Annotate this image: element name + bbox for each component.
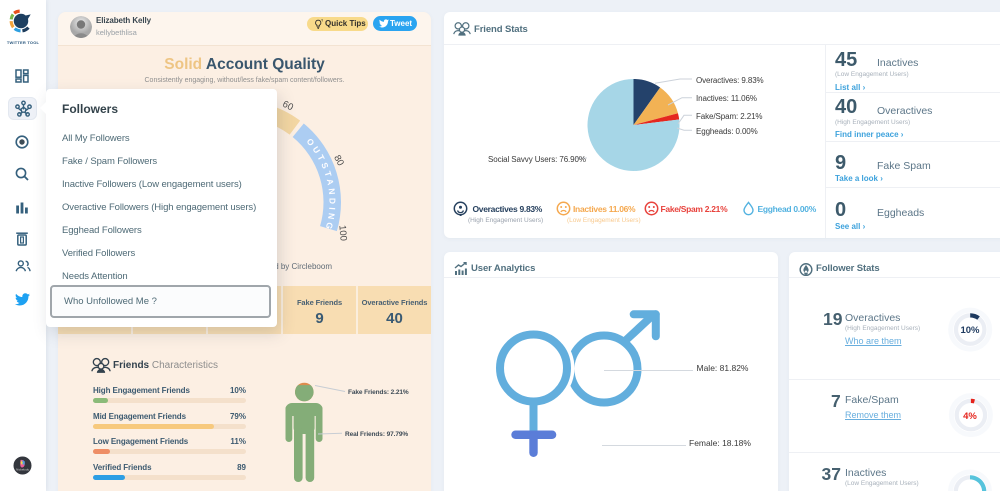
svg-text:60: 60 (281, 99, 295, 114)
svg-text:Nickelody: Nickelody (16, 468, 30, 472)
svg-text:100: 100 (336, 225, 348, 242)
svg-text:80: 80 (331, 153, 346, 168)
